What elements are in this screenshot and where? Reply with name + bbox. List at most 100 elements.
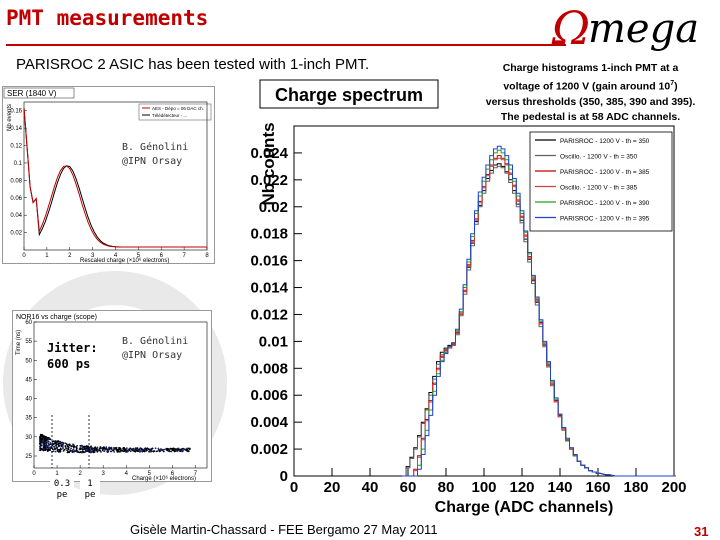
legend-entry: PARISROC - 1200 V - th = 390: [560, 200, 650, 207]
ser-y-tick: 0.04: [10, 213, 22, 219]
pe-mark-1: 1 pe: [80, 479, 100, 501]
nor-y-tick: 60: [25, 320, 32, 326]
y-tick-label: 0.008: [250, 360, 288, 377]
nor-x-tick: 3: [102, 471, 106, 477]
caption-line-1: Charge histograms 1-inch PMT at a: [502, 62, 679, 74]
ser-y-tick: 0.1: [14, 161, 23, 167]
caption-line-3: versus thresholds (350, 385, 390 and 395…: [485, 95, 696, 108]
nor-x-tick: 4: [125, 471, 129, 477]
x-tick-label: 40: [362, 479, 379, 496]
x-tick-label: 60: [400, 479, 417, 496]
title-rule: [6, 44, 566, 46]
legend-entry: PARISROC - 1200 V - th = 395: [560, 216, 650, 223]
ser-title: SER (1840 V): [7, 89, 57, 98]
nor-x-tick: 0: [32, 471, 36, 477]
ser-y-tick: 0.14: [10, 126, 22, 132]
y-tick-label: 0.016: [250, 253, 288, 270]
y-tick-label: 0.014: [250, 280, 288, 297]
jitter-box: [44, 338, 100, 372]
ser-x-tick: 1: [45, 253, 49, 259]
nor-y-tick: 35: [25, 416, 32, 422]
ser-x-tick: 4: [114, 253, 118, 259]
nor-y-tick: 30: [25, 435, 32, 441]
y-tick-label: 0.006: [250, 387, 288, 404]
nor-x-tick: 1: [55, 471, 59, 477]
ser-axes: 0 1 2 3 4 5 6 7 8 0.02 0.04 0.06 0.08 0.1 0.12 0.14 0.16: [10, 101, 209, 259]
nor-y-tick: 50: [25, 358, 32, 364]
nor-x-tick: 7: [194, 471, 198, 477]
x-tick-label: 140: [547, 479, 572, 496]
jitter-label: Jitter:: [47, 341, 98, 355]
chart-title: Charge spectrum: [275, 85, 423, 105]
nor-y-tick: 45: [25, 377, 32, 383]
nor-title: NOR16 vs charge (scope): [16, 314, 97, 321]
series-line-6: [402, 145, 676, 477]
chart-legend: PARISROC - 1200 V - th = 350 Oscillo. - 1…: [529, 131, 673, 232]
ser-legend-box: [138, 103, 212, 121]
nor-y-tick: 25: [25, 454, 32, 460]
ser-credit-line-2: @IPN Orsay: [122, 156, 182, 167]
x-tick-label: 200: [661, 479, 686, 496]
x-tick-label: 80: [438, 479, 455, 496]
ser-legend-1: AES - Dépo = 06 DAC ch.: [152, 106, 204, 111]
ser-x-tick: 3: [91, 253, 95, 259]
ser-y-tick: 0.12: [10, 144, 22, 150]
ser-title-box: [3, 87, 75, 99]
ser-credit-line-1: B. Génolini: [122, 141, 188, 153]
nor-x-tick: 2: [78, 471, 82, 477]
caption-line-4: The pedestal is at 58 ADC channels.: [500, 110, 681, 123]
omega-logo: Ω mega: [551, 2, 699, 55]
y-tick-label: 0.018: [250, 226, 288, 243]
chart-title-box: [259, 79, 439, 109]
logo-text: mega: [588, 6, 699, 52]
chart-caption: Charge histograms 1-inch PMT at a voltag…: [463, 61, 718, 125]
ser-x-tick: 7: [182, 253, 186, 259]
ser-inset-plot: SER (1840 V) Nb events AES - Dépo = 06 D…: [2, 86, 215, 264]
ser-y-tick: 0.06: [10, 196, 22, 202]
slide-title: PMT measurements: [6, 6, 209, 30]
ser-legend-2: Télédétecteur - ...: [152, 113, 187, 118]
x-tick-label: 100: [471, 479, 496, 496]
ser-x-tick: 6: [160, 253, 164, 259]
y-tick-label: 0.002: [250, 441, 288, 458]
nor-y-tick: 40: [25, 397, 32, 403]
chart-ylabel: Nb counts: [259, 122, 278, 205]
y-tick-label: 0.022: [250, 172, 288, 189]
slide-subtitle: PARISROC 2 ASIC has been tested with 1-i…: [16, 56, 370, 73]
ser-ylabel: Nb events: [7, 104, 13, 131]
x-tick-label: 180: [623, 479, 648, 496]
ser-y-tick: 0.08: [10, 178, 22, 184]
nor-scatter-cloud: [39, 433, 191, 454]
ser-x-tick: 0: [22, 253, 26, 259]
legend-box: [529, 131, 673, 232]
ser-x-tick: 2: [68, 253, 72, 259]
legend-entry: Oscillo. - 1200 V - th = 350: [560, 154, 638, 161]
jitter-value: 600 ps: [47, 357, 90, 371]
nor-credit-line-1: B. Génolini: [122, 335, 188, 347]
nor-y-tick: 55: [25, 339, 32, 345]
ser-histogram-red: [23, 107, 207, 248]
y-tick-label: 0: [280, 468, 288, 485]
y-tick-label: 0.02: [259, 199, 288, 216]
legend-entry: Oscillo. - 1200 V - th = 385: [560, 185, 638, 192]
page-number: 31: [694, 524, 709, 539]
caption-line-2: voltage of 1200 V (gain around 107): [503, 80, 678, 93]
nor-x-tick: 6: [171, 471, 175, 477]
slide-footer: Gisèle Martin-Chassard - FEE Bergamo 27 …: [130, 522, 438, 537]
y-tick-label: 0.024: [250, 145, 288, 162]
ser-y-tick: 0.16: [10, 109, 22, 115]
nor-ylabel: Time (ns): [16, 330, 22, 355]
charge-spectrum-chart: Charge spectrum Nb counts Charge (ADC ch…: [250, 79, 687, 516]
chart-series: [402, 145, 676, 477]
y-tick-label: 0.012: [250, 306, 288, 323]
logo-omega-glyph: Ω: [551, 2, 590, 55]
ser-y-tick: 0.02: [10, 231, 22, 237]
chart-axes: 0 20 40 60 80 100 120 140 160 180 200 0 0.002 0.004 0.…: [250, 125, 687, 496]
x-tick-label: 120: [509, 479, 534, 496]
nor-credit-line-2: @IPN Orsay: [122, 350, 182, 361]
pe-mark-03: 0.3 pe: [50, 479, 74, 501]
x-tick-label: 160: [585, 479, 610, 496]
nor-xlabel: Charge (×10⁶ electrons): [132, 475, 196, 482]
x-tick-label: 0: [290, 479, 298, 496]
x-tick-label: 20: [324, 479, 341, 496]
